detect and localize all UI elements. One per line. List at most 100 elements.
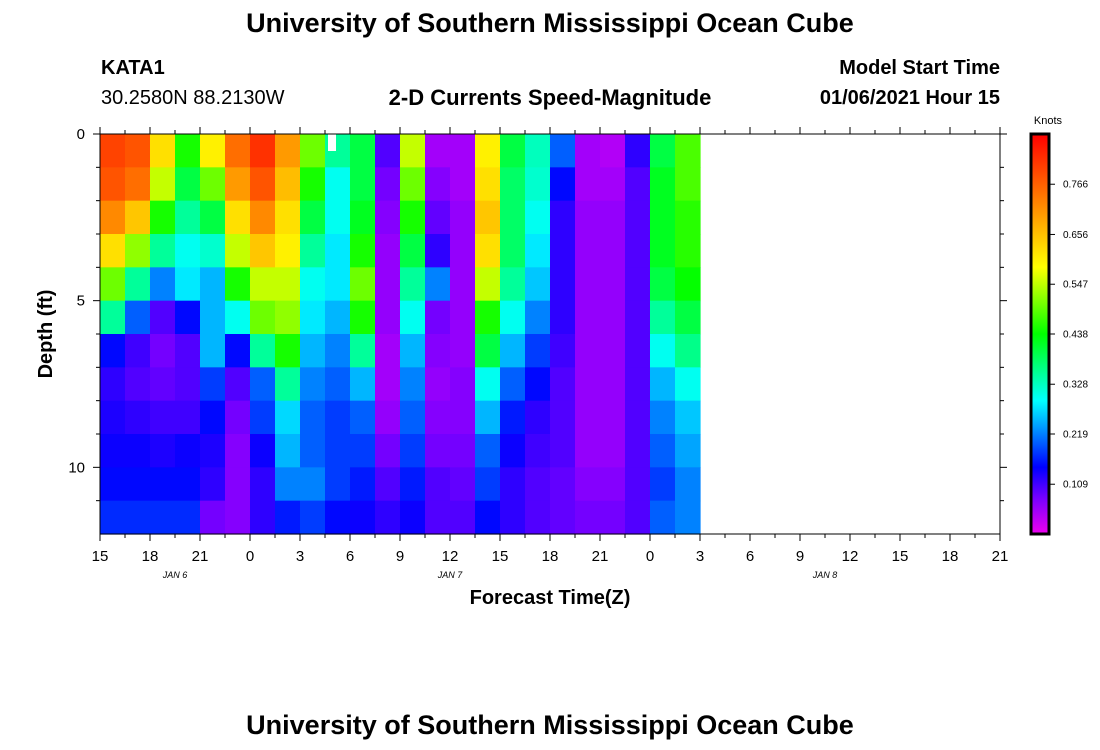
heatmap-cell <box>125 167 151 202</box>
heatmap-cell <box>675 234 701 268</box>
heatmap-cell <box>300 500 326 535</box>
heatmap-cell <box>450 434 476 468</box>
heatmap-cell <box>575 200 601 235</box>
heatmap-cell <box>275 134 301 168</box>
heatmap-cell <box>400 434 426 468</box>
heatmap-cell <box>350 334 376 368</box>
colorbar-tick-label: 0.547 <box>1063 280 1088 291</box>
heatmap-cell <box>425 334 451 368</box>
model-start-label: Model Start Time <box>839 57 1000 79</box>
heatmap-cell <box>175 200 201 235</box>
date-label: JAN 8 <box>812 570 838 580</box>
heatmap-cell <box>350 400 376 435</box>
heatmap-cell <box>675 200 701 235</box>
heatmap-cell <box>175 467 201 502</box>
heatmap-cell <box>375 367 401 402</box>
heatmap-cell <box>275 200 301 235</box>
heatmap-cell <box>450 234 476 268</box>
heatmap-cell <box>225 500 251 535</box>
heatmap-cell <box>350 167 376 202</box>
heatmap-cell <box>325 367 351 402</box>
heatmap-cell <box>125 367 151 402</box>
colorbar-unit-label: Knots <box>1034 115 1063 127</box>
x-tick-label: 21 <box>192 548 209 565</box>
x-tick-label: 21 <box>992 548 1009 565</box>
heatmap-cell <box>325 267 351 302</box>
heatmap-cell <box>575 167 601 202</box>
y-tick-label: 10 <box>68 459 85 476</box>
heatmap-cell <box>450 167 476 202</box>
heatmap-cell <box>400 134 426 168</box>
heatmap-cell <box>250 500 276 535</box>
heatmap-cell <box>325 467 351 502</box>
heatmap-cell <box>500 300 526 335</box>
heatmap-cell <box>675 334 701 368</box>
heatmap-cell <box>325 400 351 435</box>
chart-subtitle: 2-D Currents Speed-Magnitude <box>388 85 712 110</box>
colorbar-ticks: 0.766 0.656 0.547 0.438 0.328 0.219 0.109 <box>1049 180 1088 491</box>
x-tick-label: 3 <box>696 548 704 565</box>
heatmap-cell <box>525 234 551 268</box>
heatmap-cell <box>400 300 426 335</box>
heatmap-cell <box>125 434 151 468</box>
heatmap-cell <box>400 467 426 502</box>
heatmap-cell <box>650 367 676 402</box>
heatmap-cell <box>225 167 251 202</box>
heatmap-cell <box>250 200 276 235</box>
heatmap-cell <box>300 300 326 335</box>
heatmap-cell <box>375 434 401 468</box>
heatmap-cell <box>450 134 476 168</box>
heatmap-cell <box>525 334 551 368</box>
heatmap-cell <box>450 200 476 235</box>
heatmap-cell <box>450 334 476 368</box>
heatmap-cell <box>475 334 501 368</box>
heatmap-cell <box>375 167 401 202</box>
heatmap-cell <box>150 167 176 202</box>
heatmap-cell <box>450 467 476 502</box>
heatmap-cell <box>625 200 651 235</box>
heatmap-cell <box>450 367 476 402</box>
heatmap-cell <box>225 467 251 502</box>
heatmap-cell <box>475 134 501 168</box>
heatmap-cell <box>650 167 676 202</box>
heatmap-cell <box>650 300 676 335</box>
heatmap-cell <box>275 367 301 402</box>
heatmap-cell <box>300 267 326 302</box>
x-tick-label: 15 <box>892 548 909 565</box>
heatmap-cell <box>350 267 376 302</box>
heatmap-cell <box>200 234 226 268</box>
heatmap-cell <box>350 467 376 502</box>
y-tick-label: 5 <box>77 293 85 310</box>
heatmap-cell <box>150 267 176 302</box>
heatmap-cell <box>650 500 676 535</box>
heatmap-cell <box>625 167 651 202</box>
heatmap-cell <box>550 267 576 302</box>
heatmap-cell <box>175 300 201 335</box>
heatmap-cell <box>425 200 451 235</box>
heatmap-cell <box>600 467 626 502</box>
x-tick-label: 18 <box>142 548 159 565</box>
colorbar-tick-label: 0.766 <box>1063 180 1088 191</box>
heatmap-cell <box>425 400 451 435</box>
heatmap-cell <box>225 300 251 335</box>
heatmap-cell <box>500 400 526 435</box>
heatmap-cell <box>250 367 276 402</box>
heatmap-cell <box>375 500 401 535</box>
heatmap-cell <box>650 434 676 468</box>
heatmap-cell <box>650 134 676 168</box>
heatmap-cell <box>275 234 301 268</box>
x-tick-label: 0 <box>246 548 254 565</box>
heatmap-cell <box>525 467 551 502</box>
heatmap-cell <box>125 200 151 235</box>
heatmap-cell <box>525 400 551 435</box>
heatmap-cell <box>300 467 326 502</box>
heatmap-cell <box>525 134 551 168</box>
heatmap-cell <box>500 467 526 502</box>
heatmap-cell <box>200 200 226 235</box>
heatmap-cell <box>275 500 301 535</box>
heatmap-cell <box>400 167 426 202</box>
heatmap-cell <box>575 500 601 535</box>
heatmap-cell <box>375 200 401 235</box>
heatmap-cell <box>150 434 176 468</box>
x-tick-label: 12 <box>842 548 859 565</box>
